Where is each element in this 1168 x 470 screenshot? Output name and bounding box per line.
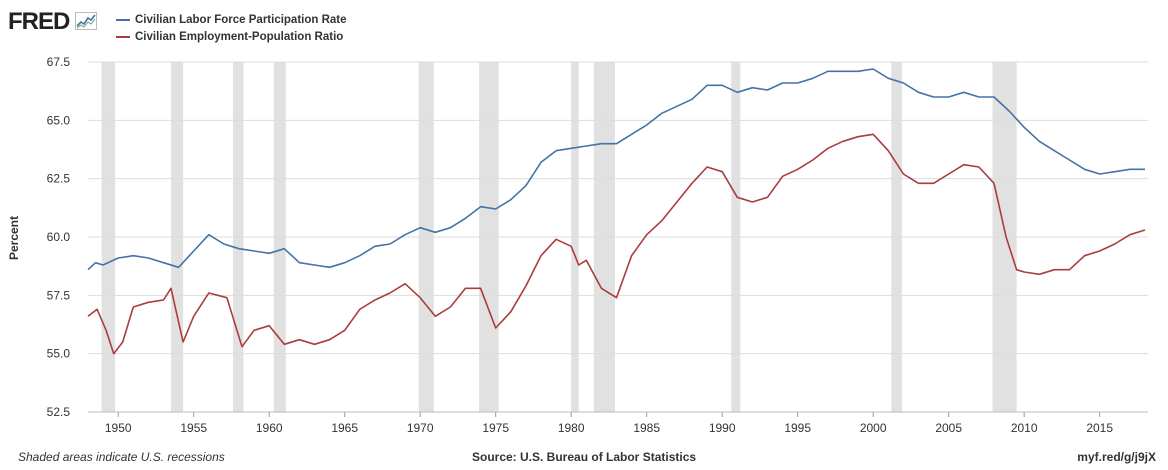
chart-legend: Civilian Labor Force Participation Rate … (116, 11, 347, 45)
x-tick-label: 1970 (407, 421, 434, 435)
x-tick-label: 1960 (256, 421, 283, 435)
y-tick-label: 62.5 (47, 172, 71, 186)
series-line-employment-ratio[interactable] (87, 133, 1146, 355)
x-tick-label: 1980 (558, 421, 585, 435)
series-line-participation-rate[interactable] (87, 68, 1145, 271)
x-tick-label: 1955 (180, 421, 207, 435)
x-tick-label: 1975 (482, 421, 509, 435)
legend-item-employment-ratio[interactable]: Civilian Employment-Population Ratio (116, 28, 347, 45)
fred-logo[interactable]: FRED (8, 8, 98, 36)
series-lines (87, 68, 1146, 355)
short-url-link[interactable]: myf.red/g/j9jX (1077, 450, 1156, 464)
y-axis-ticks: 52.5 55.0 57.5 60.0 62.5 65.0 67.5 (47, 55, 71, 419)
legend-item-participation-rate[interactable]: Civilian Labor Force Participation Rate (116, 11, 347, 28)
legend-swatch-red (116, 35, 130, 38)
legend-swatch-blue (116, 18, 130, 21)
line-chart-icon (75, 12, 98, 30)
y-tick-label: 60.0 (47, 230, 71, 244)
x-tick-label: 1950 (105, 421, 132, 435)
x-tick-label: 1965 (331, 421, 358, 435)
y-axis-label: Percent (7, 215, 21, 261)
x-tick-label: 1985 (633, 421, 660, 435)
grid-lines (88, 61, 1148, 413)
x-tick-label: 2010 (1011, 421, 1038, 435)
y-tick-label: 52.5 (47, 405, 71, 419)
y-tick-label: 67.5 (47, 55, 71, 69)
y-tick-label: 65.0 (47, 113, 71, 127)
legend-label-employment-ratio: Civilian Employment-Population Ratio (135, 30, 344, 43)
x-tick-label: 2000 (860, 421, 887, 435)
source-note: Source: U.S. Bureau of Labor Statistics (472, 450, 697, 464)
x-tick-label: 1995 (784, 421, 811, 435)
x-tick-label: 1990 (709, 421, 736, 435)
x-axis-ticks: 1950 1955 1960 1965 1970 1975 1980 1985 1990 1995… (88, 411, 1148, 435)
x-tick-label: 2005 (935, 421, 962, 435)
legend-label-participation-rate: Civilian Labor Force Participation Rate (135, 13, 347, 26)
recession-note: Shaded areas indicate U.S. recessions (18, 450, 225, 464)
y-tick-label: 55.0 (47, 347, 71, 361)
fred-logo-text: FRED (8, 8, 70, 35)
y-tick-label: 57.5 (47, 288, 71, 302)
x-tick-label: 2015 (1086, 421, 1113, 435)
